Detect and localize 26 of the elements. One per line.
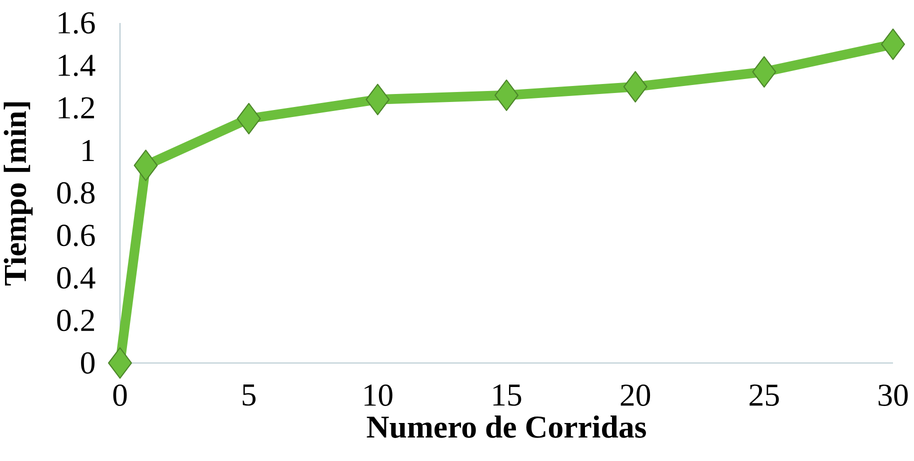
x-axis-title: Numero de Corridas bbox=[366, 415, 646, 438]
x-tick-label: 20 bbox=[620, 384, 650, 406]
point bbox=[623, 70, 648, 103]
point bbox=[494, 79, 518, 112]
y-tick-label: 1 bbox=[82, 140, 94, 162]
y-tick-label: 1.4 bbox=[58, 54, 96, 76]
x-tick-label: 15 bbox=[493, 384, 522, 406]
point bbox=[881, 28, 905, 60]
point bbox=[134, 150, 158, 182]
x-tick-label: 25 bbox=[750, 384, 779, 406]
x-tick-label: 10 bbox=[364, 384, 392, 406]
y-tick-label: 1.2 bbox=[58, 97, 94, 119]
y-tick-label: 1.6 bbox=[58, 12, 95, 34]
x-tick-label: 0 bbox=[113, 384, 127, 406]
point bbox=[752, 56, 776, 88]
y-tick-label: 0.6 bbox=[57, 224, 95, 246]
point bbox=[366, 84, 390, 116]
point bbox=[236, 102, 261, 134]
x-tick-label: 30 bbox=[878, 384, 908, 406]
y-tick-label: 0 bbox=[81, 352, 95, 374]
y-tick-label: 0.8 bbox=[57, 182, 95, 204]
point bbox=[108, 347, 132, 379]
x-tick-label: 5 bbox=[242, 384, 256, 406]
y-tick-label: 0.2 bbox=[57, 310, 94, 332]
y-tick-label: 0.4 bbox=[57, 267, 96, 289]
y-axis-title: Tiempo [min] bbox=[4, 102, 33, 286]
